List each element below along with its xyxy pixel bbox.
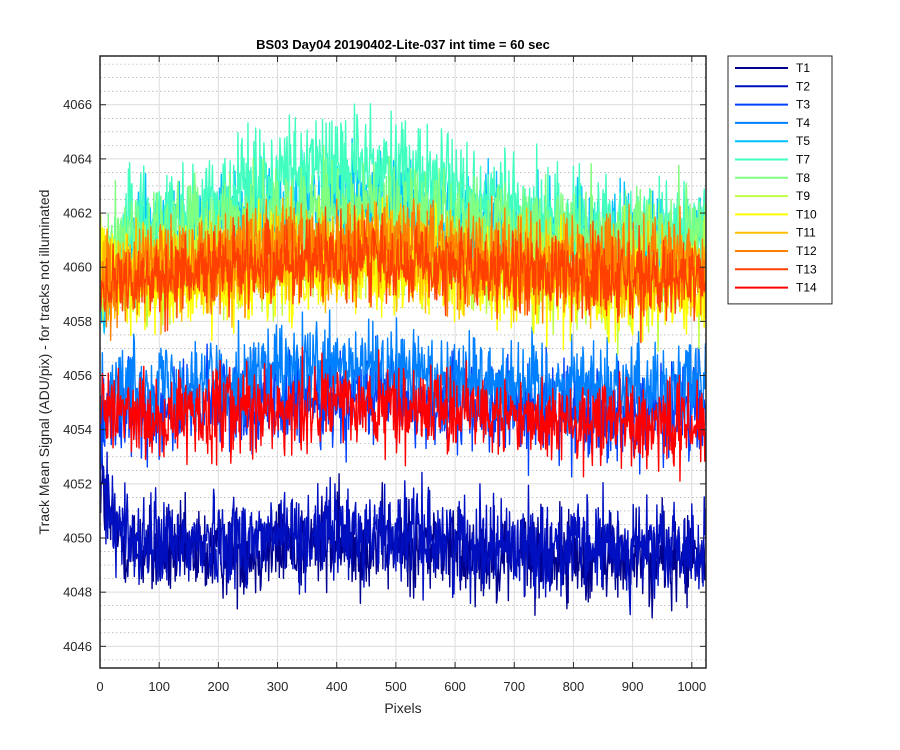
legend-entry-t7: T7 (796, 153, 810, 167)
plot-area (100, 102, 706, 619)
series-line-t2 (100, 414, 706, 616)
legend-entry-t12: T12 (796, 244, 817, 258)
legend-entry-t10: T10 (796, 207, 817, 221)
y-tick-label: 4058 (63, 314, 92, 329)
x-tick-label: 100 (148, 679, 170, 694)
x-tick-label: 300 (267, 679, 289, 694)
legend-entry-t11: T11 (796, 226, 816, 240)
legend-entry-t5: T5 (796, 134, 810, 148)
x-tick-label: 600 (444, 679, 466, 694)
y-axis-label: Track Mean Signal (ADU/pix) - for tracks… (36, 190, 52, 535)
series-line-t12 (100, 195, 706, 342)
legend-entry-t1: T1 (796, 61, 810, 75)
chart-title: BS03 Day04 20190402-Lite-037 int time = … (256, 37, 550, 52)
legend: T1 T2 T3 T4 T5 T7 T8 T9 T10 T11 T12 T13 T14 (727, 55, 833, 305)
legend-entry-t14: T14 (796, 281, 817, 295)
x-tick-label: 500 (385, 679, 407, 694)
x-tick-label: 700 (503, 679, 525, 694)
legend-entry-t8: T8 (796, 171, 810, 185)
y-tick-label: 4048 (63, 585, 92, 600)
x-tick-label: 900 (622, 679, 644, 694)
legend-entry-t13: T13 (796, 262, 817, 276)
y-tick-label: 4046 (63, 639, 92, 654)
x-tick-label: 1000 (677, 679, 706, 694)
legend-box (727, 55, 833, 305)
y-tick-label: 4066 (63, 97, 92, 112)
axis-ticks: 0 100 200 300 400 500 600 700 800 900 1000 4046 4048… (63, 56, 706, 694)
legend-entry-t9: T9 (796, 189, 810, 203)
legend-entry-t2: T2 (796, 79, 810, 93)
y-tick-label: 4056 (63, 368, 92, 383)
y-tick-label: 4064 (63, 151, 92, 166)
x-tick-label: 0 (96, 679, 103, 694)
legend-entry-t4: T4 (796, 116, 810, 130)
series-line-t14 (100, 346, 706, 482)
y-tick-label: 4050 (63, 531, 92, 546)
y-tick-label: 4054 (63, 422, 92, 437)
x-tick-label: 800 (563, 679, 585, 694)
y-tick-label: 4062 (63, 206, 92, 221)
series-line-t13 (100, 204, 706, 344)
x-tick-label: 200 (208, 679, 230, 694)
y-tick-label: 4052 (63, 476, 92, 491)
x-tick-label: 400 (326, 679, 348, 694)
legend-entry-t3: T3 (796, 98, 810, 112)
axes-frame (99, 55, 707, 669)
x-axis-label: Pixels (384, 700, 421, 716)
y-tick-label: 4060 (63, 260, 92, 275)
